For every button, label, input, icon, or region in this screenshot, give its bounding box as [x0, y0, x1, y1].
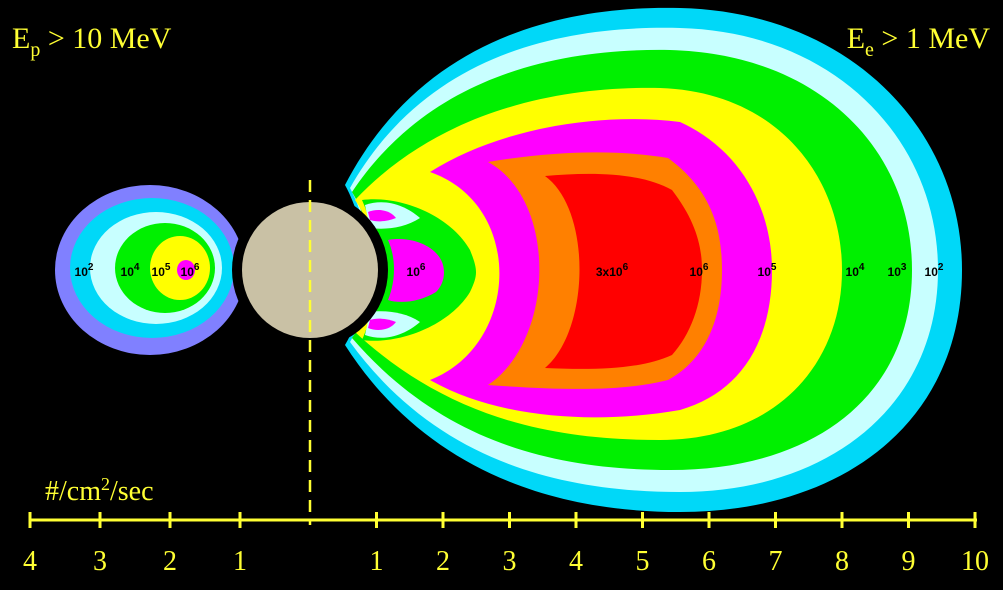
- label-exponent: 6: [194, 262, 200, 273]
- contour-label: 104: [121, 262, 140, 279]
- label-exponent: 6: [703, 262, 709, 273]
- tick-label: 4: [569, 546, 583, 577]
- contour-labels: 102 104 105 106 106 3x106 106 105 104 103 102: [75, 262, 944, 279]
- contour-label: 103: [888, 262, 907, 279]
- label-exponent: 2: [938, 262, 944, 273]
- label-base: 10: [181, 265, 195, 279]
- label-exponent: 4: [859, 262, 865, 273]
- contour-label: 105: [152, 262, 171, 279]
- tick-label: 6: [702, 546, 716, 577]
- inner-belt: [55, 185, 245, 355]
- tick-label: 1: [370, 546, 384, 577]
- contour-label: 102: [925, 262, 944, 279]
- contour-label: 105: [758, 262, 777, 279]
- tick-label: 9: [902, 546, 916, 577]
- tick-label: 8: [835, 546, 849, 577]
- label-base: 10: [121, 265, 135, 279]
- electron-energy-title: Ee > 1 MeV: [847, 22, 991, 61]
- proton-energy-title: Ep > 10 MeV: [12, 22, 172, 61]
- label-base: 10: [407, 265, 421, 279]
- label-exponent: 6: [420, 262, 426, 273]
- contour-label: 104: [846, 262, 865, 279]
- label-base: 10: [152, 265, 166, 279]
- tick-label: 5: [636, 546, 650, 577]
- contour-label: 102: [75, 262, 94, 279]
- tick-label: 7: [769, 546, 783, 577]
- axis-ticks: 4 3 2 1 1 2 3 4 5 6 7 8 9 10: [23, 512, 989, 577]
- label-base: 10: [888, 265, 902, 279]
- contour-label: 106: [181, 262, 200, 279]
- label-base: 10: [758, 265, 772, 279]
- label-exponent: 5: [771, 262, 777, 273]
- label-base: 3x10: [596, 265, 623, 279]
- units-label: #/cm2/sec: [45, 474, 154, 507]
- label-exponent: 2: [88, 262, 94, 273]
- contour-label: 106: [690, 262, 709, 279]
- tick-label: 2: [436, 546, 450, 577]
- label-base: 10: [846, 265, 860, 279]
- contour-label: 106: [407, 262, 426, 279]
- label-exponent: 4: [134, 262, 140, 273]
- tick-label: 4: [23, 546, 37, 577]
- tick-label: 10: [961, 546, 989, 577]
- tick-label: 3: [503, 546, 517, 577]
- tick-label: 2: [163, 546, 177, 577]
- label-exponent: 6: [623, 262, 629, 273]
- label-exponent: 5: [165, 262, 171, 273]
- tick-label: 1: [233, 546, 247, 577]
- tick-label: 3: [93, 546, 107, 577]
- label-base: 10: [690, 265, 704, 279]
- contour-label: 3x106: [596, 262, 629, 279]
- outer-belt: [345, 7, 962, 512]
- label-exponent: 3: [901, 262, 907, 273]
- label-base: 10: [925, 265, 939, 279]
- label-base: 10: [75, 265, 89, 279]
